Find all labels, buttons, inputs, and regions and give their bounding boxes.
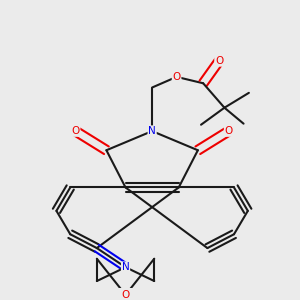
Text: O: O xyxy=(71,126,80,136)
Text: O: O xyxy=(215,56,223,66)
Text: O: O xyxy=(225,126,233,136)
Text: O: O xyxy=(122,290,130,300)
Text: N: N xyxy=(122,262,129,272)
Text: N: N xyxy=(148,126,156,136)
Text: O: O xyxy=(172,72,181,82)
